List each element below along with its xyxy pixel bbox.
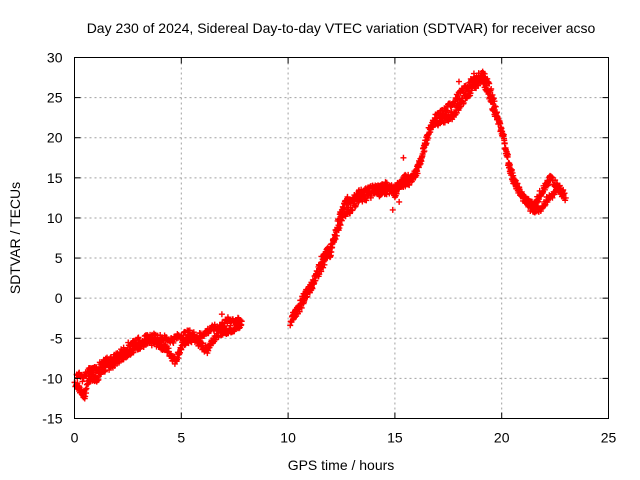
y-tick-label: -10: [42, 370, 62, 386]
y-tick-label: 10: [47, 210, 63, 226]
data-point: [218, 311, 225, 318]
x-tick-label: 5: [177, 430, 185, 446]
data-point: [82, 393, 89, 400]
data-point: [396, 198, 403, 205]
y-axis-label: SDTVAR / TECUs: [7, 182, 23, 294]
data-point: [321, 261, 328, 268]
data-point: [521, 193, 528, 200]
data-point: [497, 120, 504, 127]
data-point: [326, 249, 333, 256]
y-tick-label: -15: [42, 411, 62, 427]
data-point: [301, 295, 308, 302]
data-point: [456, 95, 463, 102]
data-point: [562, 194, 569, 201]
x-tick-label: 25: [601, 430, 617, 446]
data-point: [419, 152, 426, 159]
data-point: [333, 232, 340, 239]
data-point: [561, 190, 568, 197]
data-point: [486, 80, 493, 87]
data-point: [296, 308, 303, 315]
data-point: [488, 85, 495, 92]
data-point: [491, 98, 498, 105]
data-point: [337, 222, 344, 229]
data-point: [504, 151, 511, 158]
data-point: [400, 154, 407, 161]
data-point: [349, 206, 356, 213]
chart-title: Day 230 of 2024, Sidereal Day-to-day VTE…: [87, 20, 596, 36]
y-tick-label: 20: [47, 130, 63, 146]
x-tick-label: 20: [494, 430, 510, 446]
axis-ticks: 0 5 10 15 20 25 -15 -10 -5 0 5 10 15 20 25 30: [42, 50, 616, 446]
data-point: [455, 78, 462, 85]
grid: [74, 57, 609, 419]
data-point: [96, 364, 103, 371]
data-point: [79, 378, 86, 385]
data-point: [444, 107, 451, 114]
data-point: [467, 90, 474, 97]
data-point: [170, 339, 177, 346]
data-point: [492, 103, 499, 110]
y-tick-label: 15: [47, 170, 63, 186]
data-point: [460, 89, 467, 96]
data-point: [320, 264, 327, 271]
data-point: [332, 236, 339, 243]
y-tick-label: 5: [55, 250, 63, 266]
data-point: [470, 70, 477, 77]
data-point: [494, 109, 501, 116]
y-tick-label: 30: [47, 50, 63, 66]
data-point: [440, 111, 447, 118]
data-point: [112, 356, 119, 363]
data-series: [71, 68, 569, 402]
data-point: [124, 346, 131, 353]
data-point: [558, 187, 565, 194]
data-point: [140, 343, 147, 350]
data-point: [541, 186, 548, 193]
data-point: [177, 349, 184, 356]
y-tick-label: 0: [55, 290, 63, 306]
data-point: [389, 206, 396, 213]
y-tick-label: 25: [47, 90, 63, 106]
x-tick-label: 15: [387, 430, 403, 446]
x-tick-label: 0: [71, 430, 79, 446]
x-tick-label: 10: [280, 430, 296, 446]
data-point: [312, 277, 319, 284]
data-point: [552, 177, 559, 184]
data-point: [352, 202, 359, 209]
x-axis-label: GPS time / hours: [288, 457, 395, 473]
plot-frame: [74, 57, 609, 419]
data-point: [501, 140, 508, 147]
data-point: [502, 147, 509, 154]
y-tick-label: -5: [50, 330, 63, 346]
data-point: [237, 317, 244, 324]
data-point: [130, 349, 137, 356]
data-point: [460, 99, 467, 106]
data-point: [344, 193, 351, 200]
data-point: [406, 182, 413, 189]
data-point: [510, 172, 517, 179]
